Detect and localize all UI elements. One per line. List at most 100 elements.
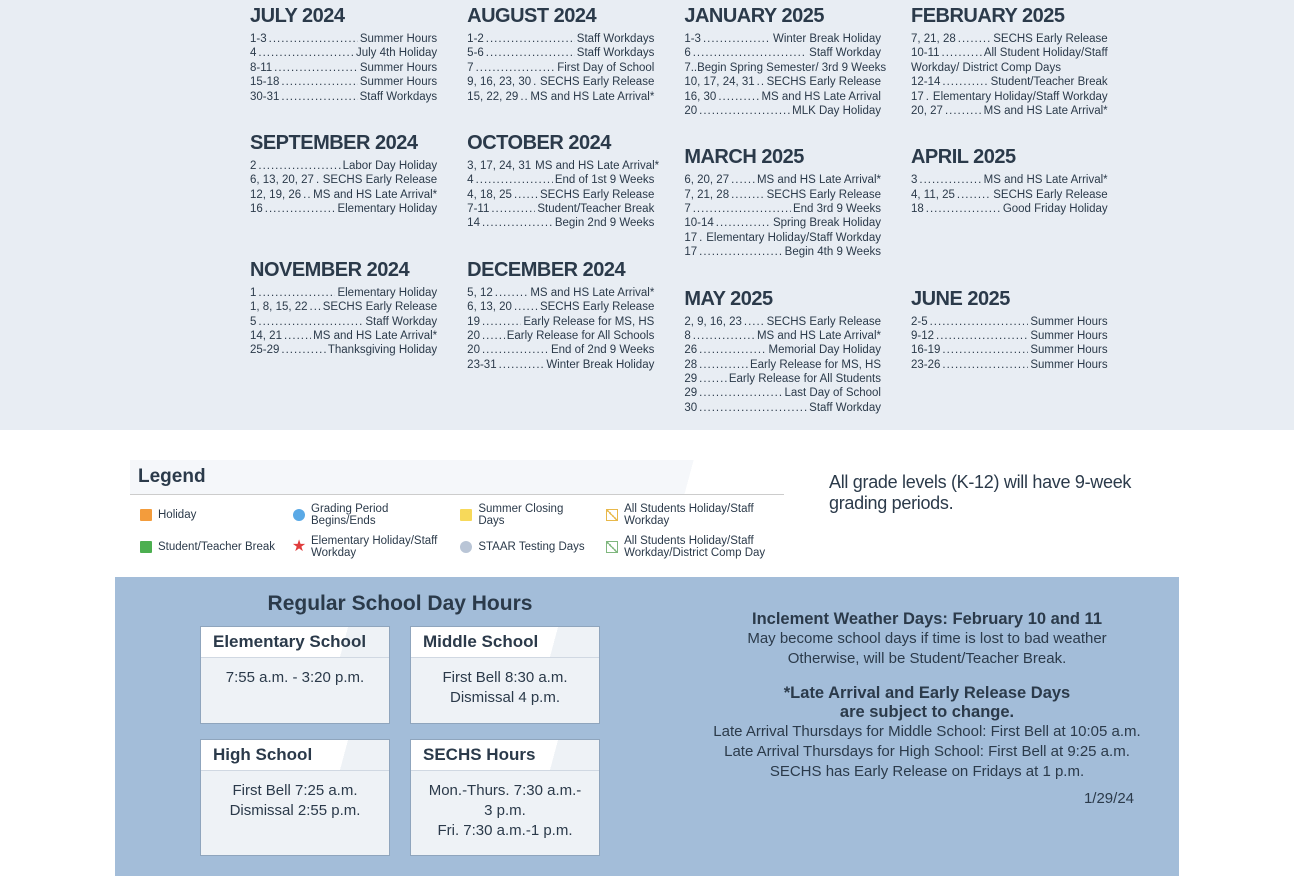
event-desc: Elementary Holiday/Staff Workday (933, 90, 1108, 104)
event-desc: Thanksgiving Holiday (328, 343, 437, 357)
event-date: 19 (467, 315, 480, 329)
event-desc: MS and HS Late Arrival* (757, 329, 881, 343)
event-dots (476, 61, 556, 75)
event-desc: Early Release for All Students (729, 372, 881, 386)
month-row: NOVEMBER 20241Elementary Holiday1, 8, 15… (250, 259, 654, 372)
event-line: 7End 3rd 9 Weeks (684, 202, 881, 216)
late-line3: SECHS has Early Release on Fridays at 1 … (700, 762, 1154, 782)
event-dots (281, 343, 325, 357)
month-title: JUNE 2025 (911, 288, 1108, 311)
event-desc: Winter Break Holiday (773, 32, 881, 46)
event-desc: Early Release for MS, HS (750, 358, 881, 372)
event-line: 6Staff Workday (684, 46, 881, 60)
legend-item: ★Elementary Holiday/Staff Workday (293, 535, 442, 559)
hours-line: First Bell 8:30 a.m. (423, 668, 587, 688)
event-dots (499, 358, 545, 372)
event-date: 23-26 (911, 358, 940, 372)
legend-swatch (293, 509, 305, 521)
legend-item: All Students Holiday/Staff Workday/Distr… (606, 535, 774, 559)
event-desc: Summer Hours (1030, 358, 1107, 372)
event-line: 8-11Summer Hours (250, 61, 437, 75)
event-dots (926, 90, 931, 104)
legend-swatch (460, 541, 472, 553)
event-date: 29 (684, 386, 697, 400)
event-line: 7, 21, 28SECHS Early Release (911, 32, 1108, 46)
legend-box: Legend HolidayGrading Period Begins/Ends… (130, 460, 784, 567)
event-date: 12-14 (911, 75, 940, 89)
event-dots (945, 104, 982, 118)
legend-swatch (460, 509, 472, 521)
month-block: MARCH 20256, 20, 27MS and HS Late Arriva… (684, 146, 881, 259)
month-title: DECEMBER 2024 (467, 259, 654, 282)
event-line: 7First Day of School (467, 61, 654, 75)
hours-card-body: 7:55 a.m. - 3:20 p.m. (201, 658, 389, 702)
event-desc: SECHS Early Release (767, 315, 881, 329)
event-line: 8MS and HS Late Arrival* (684, 329, 881, 343)
info-section: Inclement Weather Days: February 10 and … (700, 592, 1154, 856)
event-desc: Summer Hours (360, 61, 437, 75)
event-date: 14, 21 (250, 329, 282, 343)
event-dots (258, 286, 335, 300)
event-desc: MS and HS Late Arrival* (984, 173, 1108, 187)
legend-title: Legend (130, 460, 784, 495)
event-date: 17 (684, 231, 697, 245)
event-date: 20 (467, 343, 480, 357)
month-block: JANUARY 20251-3Winter Break Holiday6Staf… (684, 5, 881, 118)
hours-card-body: First Bell 8:30 a.m.Dismissal 4 p.m. (411, 658, 599, 723)
event-desc: SECHS Early Release (540, 188, 654, 202)
legend-items: HolidayGrading Period Begins/EndsSummer … (130, 495, 784, 567)
event-date: 7, 21, 28 (684, 188, 729, 202)
event-desc: Good Friday Holiday (1003, 202, 1108, 216)
month-block: SEPTEMBER 20242Labor Day Holiday6, 13, 2… (250, 132, 437, 231)
late-title2: are subject to change. (700, 703, 1154, 722)
late-line2: Late Arrival Thursdays for High School: … (700, 742, 1154, 762)
event-line: 19Early Release for MS, HS (467, 315, 654, 329)
event-dots (699, 358, 748, 372)
event-line: 5, 12MS and HS Late Arrival* (467, 286, 654, 300)
event-line: 3MS and HS Late Arrival* (911, 173, 1108, 187)
legend-item: Grading Period Begins/Ends (293, 503, 442, 527)
event-line: 2-5Summer Hours (911, 315, 1108, 329)
event-desc: SECHS Early Release (767, 188, 881, 202)
event-line: 7..Begin Spring Semester/ 3rd 9 Weeks (684, 61, 881, 75)
event-line: 1-3Winter Break Holiday (684, 32, 881, 46)
event-line: 7, 21, 28 SECHS Early Release (684, 188, 881, 202)
event-line: 6, 13, 20, 27SECHS Early Release (250, 173, 437, 187)
hours-card-title: High School (201, 740, 389, 771)
event-date: 10-14 (684, 216, 713, 230)
month-row: JULY 20241-3Summer Hours4July 4th Holida… (250, 5, 654, 104)
event-date: 10, 17, 24, 31 (684, 75, 754, 89)
month-block: MAY 20252, 9, 16, 23SECHS Early Release8… (684, 288, 881, 416)
event-desc: Staff Workdays (577, 46, 655, 60)
event-line: 10-14Spring Break Holiday (684, 216, 881, 230)
event-date: 29 (684, 372, 697, 386)
event-dots (486, 46, 575, 60)
event-date: 6, 13, 20 (467, 300, 512, 314)
event-dots (693, 202, 791, 216)
event-line: 23-26 Summer Hours (911, 358, 1108, 372)
event-dots (958, 32, 991, 46)
event-date: 15, 22, 29 (467, 90, 518, 104)
event-dots (699, 386, 782, 400)
event-date: 4, 11, 25 (911, 188, 955, 202)
event-dots (957, 188, 991, 202)
legend-label: Student/Teacher Break (158, 541, 275, 553)
weather-line1: May become school days if time is lost t… (700, 629, 1154, 649)
event-dots (265, 202, 336, 216)
legend-item: Summer Closing Days (460, 503, 588, 527)
event-dots (482, 329, 505, 343)
event-date: 10-11 (911, 46, 940, 60)
event-dots (514, 300, 538, 314)
event-line: 26Memorial Day Holiday (684, 343, 881, 357)
event-desc: Begin 2nd 9 Weeks (555, 216, 655, 230)
event-dots (731, 173, 755, 187)
month-block: FEBRUARY 20257, 21, 28SECHS Early Releas… (911, 5, 1108, 118)
month-block: APRIL 20253MS and HS Late Arrival*4, 11,… (911, 146, 1108, 259)
event-dots (482, 343, 549, 357)
hours-card-body: Mon.-Thurs. 7:30 a.m.- 3 p.m.Fri. 7:30 a… (411, 771, 599, 856)
event-date: 1-2 (467, 32, 484, 46)
month-title: SEPTEMBER 2024 (250, 132, 437, 155)
hours-line: Dismissal 2:55 p.m. (213, 801, 377, 821)
event-date: 23-31 (467, 358, 496, 372)
event-date: 7, 21, 28 (911, 32, 956, 46)
